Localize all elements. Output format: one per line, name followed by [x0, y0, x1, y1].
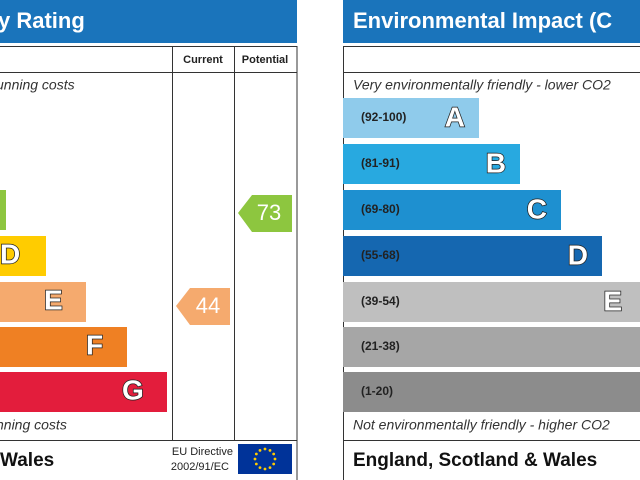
band — [343, 372, 640, 412]
bottom-note: nning costs — [0, 417, 67, 433]
potential-arrow — [238, 195, 292, 232]
eu-star — [272, 462, 276, 466]
top-note: unning costs — [0, 77, 75, 93]
band — [0, 372, 167, 412]
column-header: Current — [183, 54, 223, 66]
band-c — [0, 190, 6, 230]
panel-title: Environmental Impact (C — [353, 8, 612, 33]
footer-region: Wales — [0, 450, 54, 471]
band-letter: E — [44, 284, 63, 315]
band-range: (81-91) — [361, 156, 400, 170]
eu-star — [258, 448, 262, 452]
band-letter: C — [527, 193, 547, 224]
band-range: (69-80) — [361, 202, 400, 216]
header-bar — [343, 0, 640, 43]
column-header: Potential — [242, 54, 288, 66]
band-letter: A — [445, 101, 465, 132]
band-range: (92-100) — [361, 110, 406, 124]
eu-star — [273, 457, 277, 461]
band-range: (21-38) — [361, 339, 400, 353]
band — [0, 236, 46, 276]
band-letter: B — [486, 147, 506, 178]
current-score: 44 — [196, 293, 220, 318]
eu-star — [272, 452, 276, 456]
directive: EU Directive — [172, 446, 233, 458]
eu-star — [258, 466, 262, 470]
band-letter: G — [122, 374, 144, 405]
band-range: (39-54) — [361, 294, 400, 308]
band — [343, 282, 640, 322]
band-range: (1-20) — [361, 384, 393, 398]
panel-frame — [0, 46, 298, 480]
band — [0, 282, 86, 322]
band — [343, 236, 602, 276]
band-letter: D — [0, 238, 20, 269]
panel-title: y Rating — [0, 8, 85, 33]
footer-region: England, Scotland & Wales — [353, 450, 597, 471]
top-note: Very environmentally friendly - lower CO… — [353, 77, 611, 93]
eu-star — [263, 467, 267, 471]
eu-star — [263, 447, 267, 451]
header-bar — [0, 0, 297, 43]
band — [0, 327, 127, 367]
eu-star — [268, 466, 272, 470]
band-range: (55-68) — [361, 248, 400, 262]
current-arrow — [176, 288, 230, 325]
eu-stars — [253, 447, 277, 471]
band — [343, 144, 520, 184]
eu-star — [253, 457, 257, 461]
band — [343, 327, 640, 367]
eu-star — [268, 448, 272, 452]
band-letter: F — [86, 329, 103, 360]
eu-star — [254, 452, 258, 456]
potential-score: 73 — [257, 200, 281, 225]
band — [343, 190, 561, 230]
bottom-note: Not environmentally friendly - higher CO… — [353, 417, 610, 433]
band-letter: E — [603, 285, 622, 316]
band — [343, 98, 479, 138]
eu-star — [254, 462, 258, 466]
directive: 2002/91/EC — [171, 461, 229, 473]
band-letter: D — [568, 239, 588, 270]
